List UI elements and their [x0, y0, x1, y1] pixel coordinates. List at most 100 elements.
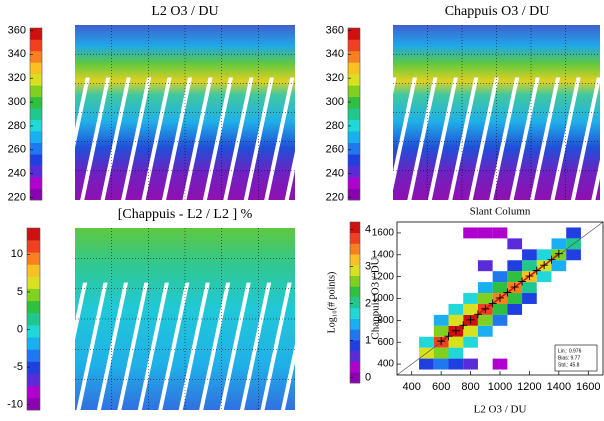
histogram-cell [492, 314, 508, 326]
colorbar-tick-label: 10 [11, 248, 23, 260]
colorbar-segment [348, 177, 360, 189]
histogram-cell [492, 227, 508, 239]
mean-marker [459, 321, 468, 330]
colorbar-segment [27, 252, 40, 265]
colorbar-segment [348, 142, 360, 155]
colorbar-segment [350, 232, 360, 244]
histogram-cell [448, 347, 464, 359]
histogram-cell [522, 282, 537, 294]
colorbar-segment [30, 39, 42, 52]
colorbar-segment [27, 288, 40, 302]
histogram-cell [463, 227, 478, 239]
colorbar-segment [348, 131, 360, 143]
colorbar-segment [350, 222, 360, 234]
colorbar-segment [27, 325, 40, 338]
histogram-cell [492, 303, 508, 315]
colorbar-segment [27, 337, 40, 350]
histogram-cell [507, 260, 523, 272]
colorbar-segment [350, 318, 360, 330]
colorbar-tick-label: 320 [8, 72, 26, 84]
histogram-cell [477, 314, 493, 326]
colorbar-frame [29, 27, 43, 201]
colorbar-frame [349, 221, 361, 384]
colorbar-segment [27, 228, 40, 241]
colorbar-segment [348, 85, 360, 98]
colorbar-segment [27, 373, 40, 387]
colorbar-segment [27, 264, 40, 277]
stats-text: Std.: 45.8 [558, 362, 580, 368]
histogram-cell [433, 358, 449, 370]
histogram-cell [551, 260, 567, 272]
colorbar-segment [350, 297, 360, 309]
histogram-cell [566, 249, 581, 261]
histogram-cell [536, 271, 552, 283]
colorbar-segment [350, 254, 360, 266]
histogram-cell [507, 271, 523, 283]
mean-marker [466, 315, 475, 324]
colorbar-tick-label: 300 [8, 96, 26, 108]
x-tick-label: 600 [432, 381, 450, 393]
colorbar-tick-label: 0 [365, 371, 371, 383]
histogram-cell [477, 325, 493, 337]
colorbar-segment [30, 108, 42, 121]
y-tick-label: 1600 [372, 228, 395, 239]
x-tick-label: 800 [461, 381, 479, 393]
histogram-cell [477, 227, 493, 239]
colorbar-frame [347, 27, 361, 201]
colorbar-segment [30, 154, 42, 166]
colorbar-tick-label: 240 [8, 168, 26, 180]
x-tick-label: 1000 [488, 381, 512, 393]
colorbar-label: Log₁₀(# points) [326, 272, 337, 334]
mean-marker [547, 255, 556, 264]
mean-marker [525, 272, 534, 281]
histogram-cell [507, 303, 523, 315]
colorbar-segment [348, 188, 360, 201]
colorbar-tick-label: 280 [8, 120, 26, 132]
colorbar-tick-label: 360 [8, 24, 26, 36]
colorbar-segment [350, 361, 360, 373]
stats-text: Bias: 9.77 [558, 355, 580, 361]
colorbar-segment [30, 142, 42, 155]
mean-marker [481, 304, 490, 313]
colorbar-segment [30, 131, 42, 143]
colorbar-segment [348, 62, 360, 75]
colorbar-segment [348, 39, 360, 52]
colorbar-segment [27, 240, 40, 253]
histogram-cell [448, 314, 464, 326]
colorbar-segment [348, 165, 360, 178]
y-axis-label: Chappuis O3 / DU [370, 257, 382, 339]
colorbar-segment [350, 307, 360, 319]
colorbar-tick-label: 340 [8, 48, 26, 60]
histogram-cell [448, 336, 464, 348]
colorbar-segment [30, 177, 42, 189]
mean-marker [503, 288, 512, 297]
colorbar-segment [30, 28, 42, 40]
stats-text: Lin.: 0.976 [558, 348, 582, 354]
colorbar-segment [350, 243, 360, 255]
histogram-cell [477, 282, 493, 294]
colorbar-segment [30, 85, 42, 98]
colorbar-tick-label: 3 [365, 260, 371, 272]
colorbar-segment [30, 62, 42, 75]
histogram-cell [433, 325, 449, 337]
colorbar-segment [350, 329, 360, 341]
histogram-cell [433, 314, 449, 326]
colorbar-segment [348, 73, 360, 86]
colorbar-tick-label: 4 [365, 223, 371, 235]
y-tick-label: 400 [377, 359, 394, 370]
x-axis-label: L2 O3 / DU [474, 404, 527, 416]
histogram-cell [492, 358, 508, 370]
colorbar-segment [27, 312, 40, 326]
mean-marker [554, 249, 563, 258]
mean-marker [532, 266, 541, 275]
histogram-cell [463, 303, 478, 315]
histogram-cell [419, 358, 434, 370]
colorbar-tick-label: 2 [365, 297, 371, 309]
mean-marker [437, 337, 446, 346]
colorbar-segment [348, 154, 360, 166]
colorbar-segment [27, 361, 40, 374]
histogram-cell [507, 293, 523, 304]
colorbar-tick-label: -10 [7, 399, 23, 411]
mean-marker [540, 261, 549, 270]
